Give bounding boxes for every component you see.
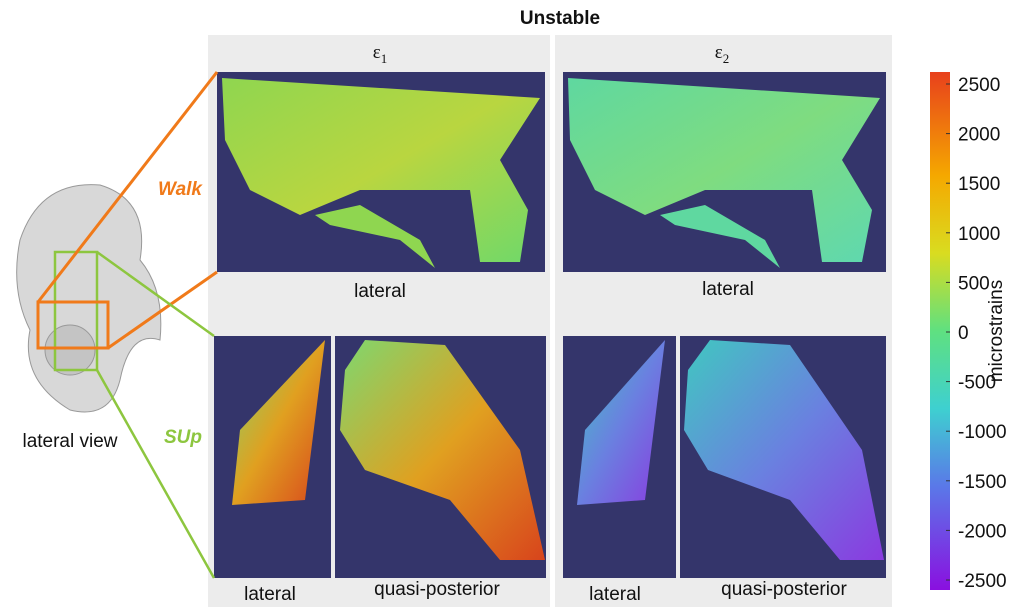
figure: Unstable ε1 ε2 lateral lateral lateral q… <box>0 0 1010 608</box>
colorbar-tick-label: 0 <box>958 323 969 344</box>
connector <box>97 370 214 578</box>
colorbar-tick-label: 1500 <box>958 174 1000 195</box>
anatomy-label: lateral view <box>22 431 117 452</box>
view-label: quasi-posterior <box>374 579 500 600</box>
view-label: lateral <box>702 279 754 300</box>
colorbar-tick-label: 1000 <box>958 224 1000 245</box>
title: Unstable <box>520 8 600 29</box>
colorbar-tick-label: -2500 <box>958 571 1007 592</box>
view-label: quasi-posterior <box>721 579 847 600</box>
view-label: lateral <box>589 584 641 605</box>
colorbar-tick-label: -1500 <box>958 472 1007 493</box>
colorbar-tick-label: 500 <box>958 273 990 294</box>
colorbar <box>930 72 950 590</box>
colorbar-tick-label: 2000 <box>958 125 1000 146</box>
row-label: Walk <box>158 179 203 200</box>
row-label: SUp <box>164 427 202 448</box>
colorbar-tick-label: -500 <box>958 373 996 394</box>
view-label: lateral <box>354 281 406 302</box>
colorbar-tick-label: -1000 <box>958 422 1007 443</box>
pelvis-illustration <box>45 325 95 375</box>
colorbar-label: microstrains <box>986 280 1007 382</box>
colorbar-tick-label: 2500 <box>958 75 1000 96</box>
view-label: lateral <box>244 584 296 605</box>
colorbar-tick-label: -2000 <box>958 521 1007 542</box>
pelvis-illustration <box>17 185 161 412</box>
